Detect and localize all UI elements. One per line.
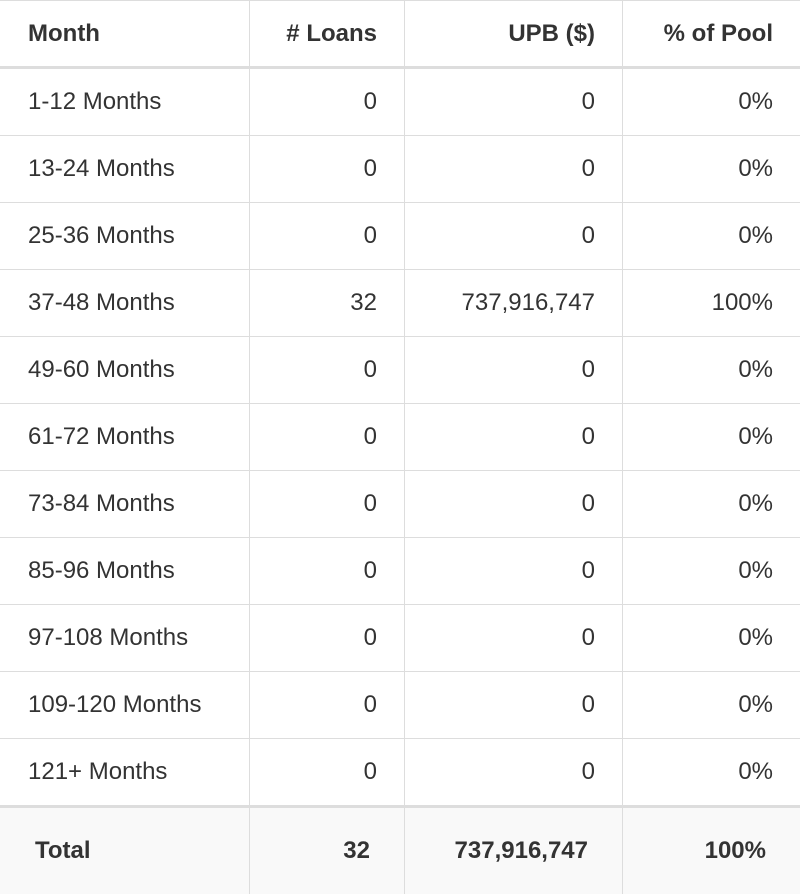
- header-cell: UPB ($): [405, 0, 623, 69]
- table-cell: 0: [250, 203, 405, 270]
- table-cell: 0%: [623, 337, 800, 404]
- table-cell: 0%: [623, 404, 800, 471]
- table-cell: 49-60 Months: [0, 337, 250, 404]
- table-cell: 0: [250, 404, 405, 471]
- table-cell: 13-24 Months: [0, 136, 250, 203]
- table-cell: 0: [405, 69, 623, 136]
- table-cell: 0: [405, 471, 623, 538]
- table-cell: 0: [250, 471, 405, 538]
- table-cell: 0: [250, 69, 405, 136]
- table-cell: 0: [405, 404, 623, 471]
- table-cell: 0%: [623, 739, 800, 806]
- table-cell: 37-48 Months: [0, 270, 250, 337]
- table-cell: 61-72 Months: [0, 404, 250, 471]
- total-cell: 737,916,747: [405, 806, 623, 894]
- total-cell: Total: [0, 806, 250, 894]
- table-cell: 1-12 Months: [0, 69, 250, 136]
- table-cell: 100%: [623, 270, 800, 337]
- table-cell: 0: [250, 538, 405, 605]
- table-cell: 0: [405, 203, 623, 270]
- table-cell: 0%: [623, 672, 800, 739]
- table-cell: 0: [405, 605, 623, 672]
- table-cell: 0: [250, 136, 405, 203]
- table-cell: 0%: [623, 538, 800, 605]
- table-cell: 73-84 Months: [0, 471, 250, 538]
- table-cell: 109-120 Months: [0, 672, 250, 739]
- table-cell: 0%: [623, 605, 800, 672]
- header-cell: # Loans: [250, 0, 405, 69]
- table-cell: 0: [405, 538, 623, 605]
- table-cell: 0: [250, 337, 405, 404]
- table-cell: 85-96 Months: [0, 538, 250, 605]
- table-cell: 737,916,747: [405, 270, 623, 337]
- table-cell: 0: [250, 672, 405, 739]
- table-cell: 0%: [623, 69, 800, 136]
- header-cell: % of Pool: [623, 0, 800, 69]
- table-cell: 121+ Months: [0, 739, 250, 806]
- table-cell: 0: [250, 605, 405, 672]
- header-cell: Month: [0, 0, 250, 69]
- table-cell: 0: [405, 672, 623, 739]
- table-cell: 0%: [623, 471, 800, 538]
- table-cell: 0%: [623, 136, 800, 203]
- table-cell: 32: [250, 270, 405, 337]
- table-cell: 0: [405, 739, 623, 806]
- total-cell: 32: [250, 806, 405, 894]
- table-cell: 0: [405, 136, 623, 203]
- table-cell: 0: [405, 337, 623, 404]
- total-cell: 100%: [623, 806, 800, 894]
- table-cell: 97-108 Months: [0, 605, 250, 672]
- table-cell: 25-36 Months: [0, 203, 250, 270]
- table-cell: 0%: [623, 203, 800, 270]
- table-cell: 0: [250, 739, 405, 806]
